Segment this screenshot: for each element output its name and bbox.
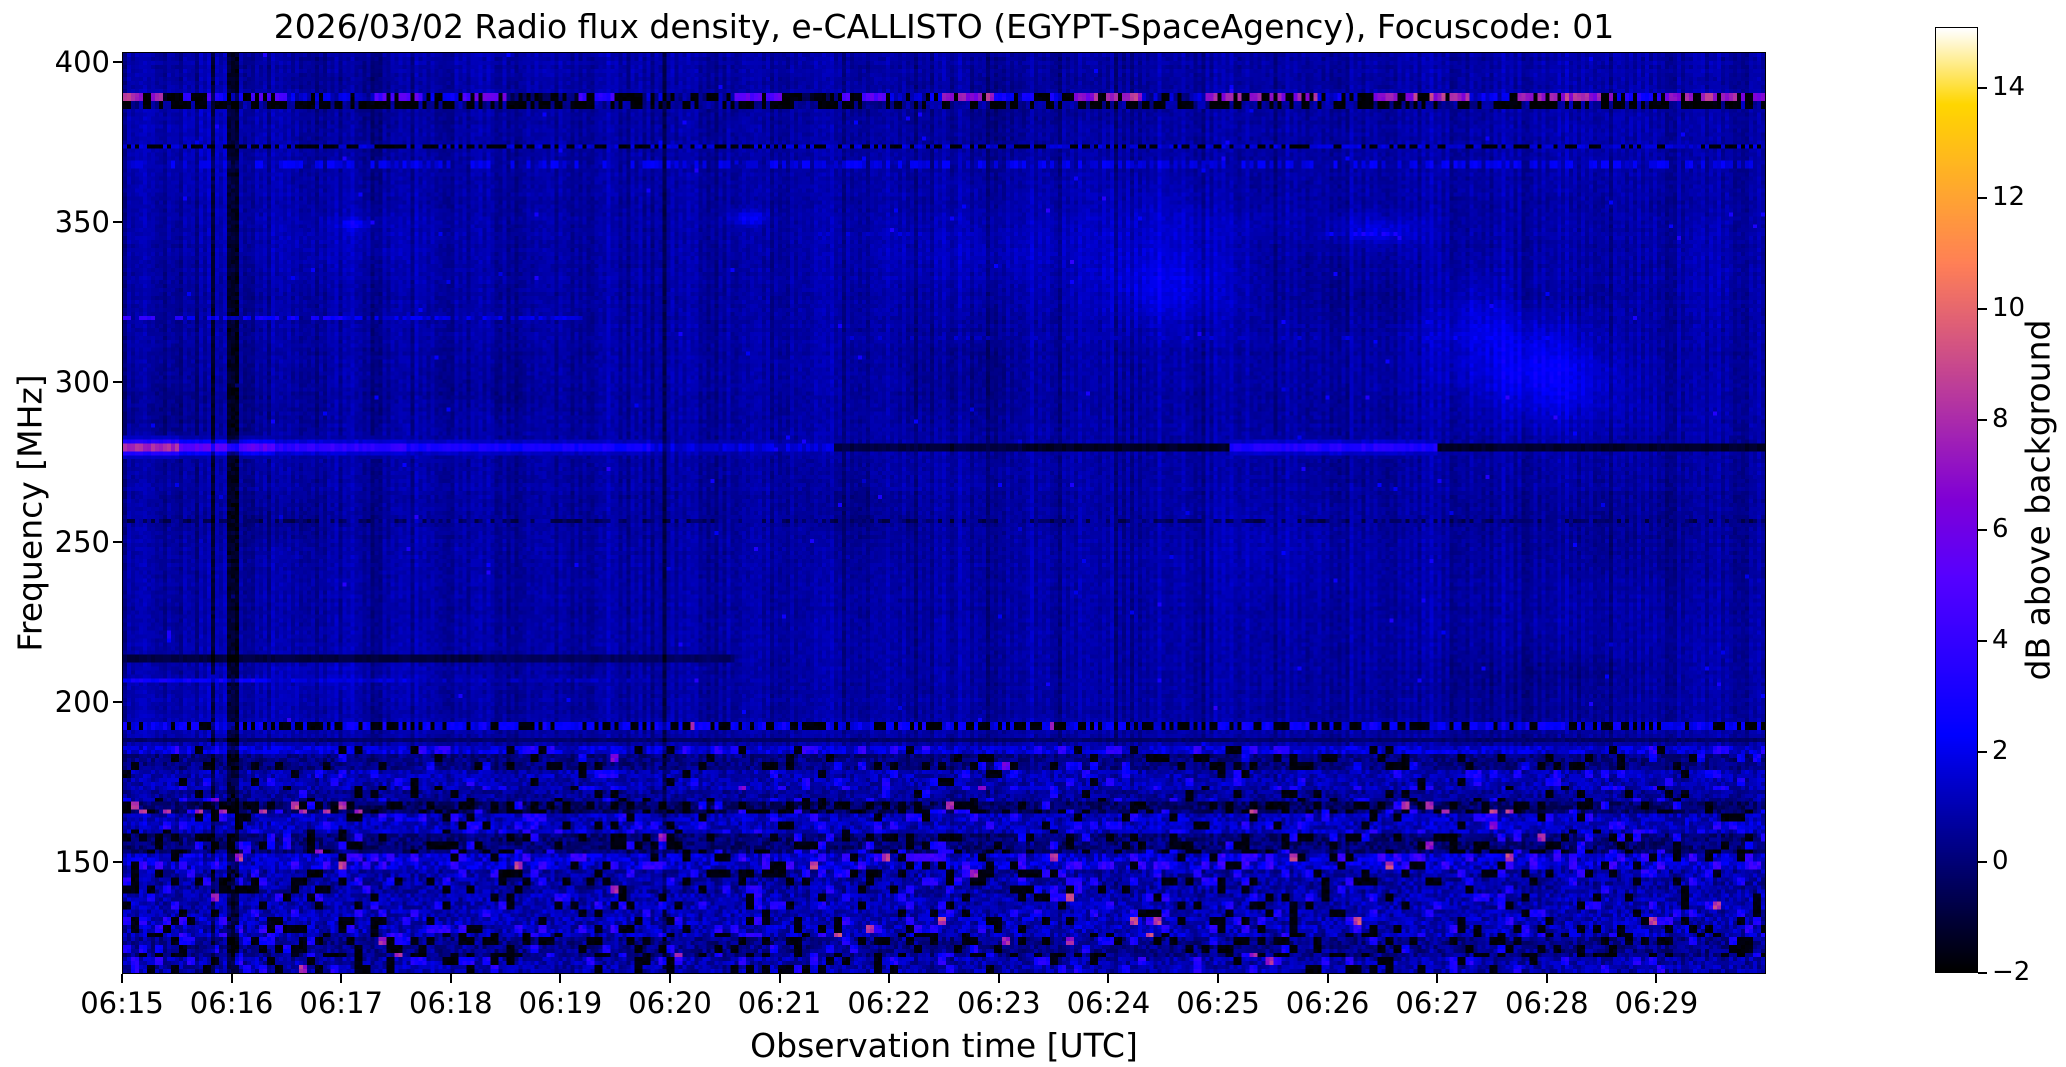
y-tick-label: 150 <box>54 844 110 879</box>
x-tick-label: 06:20 <box>628 986 712 1020</box>
x-tick-mark <box>1107 974 1110 983</box>
x-tick-label: 06:28 <box>1505 986 1589 1020</box>
colorbar-label: dB above background <box>2018 319 2058 681</box>
colorbar-tick-label: 12 <box>1992 182 2026 213</box>
y-tick-mark <box>113 700 122 703</box>
x-tick-label: 06:25 <box>1176 986 1260 1020</box>
x-tick-mark <box>559 974 562 983</box>
y-tick-label: 350 <box>54 204 110 239</box>
colorbar-tick-mark <box>1978 861 1987 864</box>
colorbar-tick-label: 2 <box>1992 735 2009 766</box>
spectrogram-canvas <box>123 53 1765 973</box>
x-tick-mark <box>1436 974 1439 983</box>
x-tick-label: 06:27 <box>1395 986 1479 1020</box>
x-tick-label: 06:23 <box>957 986 1041 1020</box>
x-tick-label: 06:16 <box>189 986 274 1020</box>
x-tick-label: 06:29 <box>1614 986 1699 1020</box>
x-tick-label: 06:22 <box>847 986 931 1020</box>
y-tick-label: 250 <box>54 524 110 559</box>
colorbar-tick-mark <box>1978 308 1987 311</box>
colorbar-tick-mark <box>1978 640 1987 643</box>
x-tick-label: 06:15 <box>80 986 164 1020</box>
x-tick-mark <box>669 974 671 983</box>
y-tick-mark <box>113 220 122 223</box>
y-tick-mark <box>113 860 122 863</box>
colorbar-tick-mark <box>1978 529 1987 532</box>
y-tick-mark <box>113 380 122 383</box>
x-tick-label: 06:26 <box>1285 986 1370 1020</box>
chart-title: 2026/03/02 Radio flux density, e-CALLIST… <box>273 7 1615 46</box>
y-tick-label: 400 <box>54 44 110 79</box>
colorbar-tick-mark <box>1978 418 1987 421</box>
x-tick-mark <box>1545 974 1548 983</box>
x-tick-mark <box>997 974 1000 983</box>
colorbar-tick-label: 6 <box>1992 514 2009 545</box>
x-tick-mark <box>1326 974 1329 983</box>
y-tick-mark <box>113 540 122 543</box>
x-axis-label: Observation time [UTC] <box>750 1026 1138 1065</box>
y-tick-label: 200 <box>54 684 110 719</box>
y-tick-mark <box>113 60 122 63</box>
x-tick-mark <box>121 974 123 983</box>
x-tick-label: 06:18 <box>409 986 493 1020</box>
colorbar-tick-label: −2 <box>1992 957 2031 987</box>
x-tick-label: 06:21 <box>737 986 822 1020</box>
x-tick-mark <box>1217 974 1219 983</box>
plot-area <box>122 52 1766 974</box>
colorbar-tick-label: 0 <box>1992 846 2009 877</box>
x-tick-mark <box>888 974 891 983</box>
x-tick-mark <box>1655 974 1658 983</box>
colorbar-gradient-canvas <box>1936 28 1977 972</box>
colorbar-tick-label: 14 <box>1992 71 2026 102</box>
colorbar-tick-mark <box>1978 197 1987 200</box>
colorbar-tick-mark <box>1978 750 1987 753</box>
x-tick-mark <box>230 974 233 983</box>
colorbar-tick-mark <box>1978 972 1987 974</box>
colorbar-tick-label: 4 <box>1992 625 2009 656</box>
colorbar <box>1935 27 1978 973</box>
colorbar-tick-mark <box>1978 86 1987 89</box>
x-tick-label: 06:24 <box>1066 986 1151 1020</box>
colorbar-tick-label: 8 <box>1992 403 2009 434</box>
x-tick-mark <box>340 974 343 983</box>
y-tick-label: 300 <box>54 364 110 399</box>
x-tick-label: 06:19 <box>518 986 603 1020</box>
colorbar-tick-label: 10 <box>1992 293 2026 324</box>
x-tick-mark <box>449 974 452 983</box>
x-tick-mark <box>778 974 781 983</box>
x-tick-label: 06:17 <box>299 986 383 1020</box>
y-axis-label: Frequency [MHz] <box>10 374 50 652</box>
